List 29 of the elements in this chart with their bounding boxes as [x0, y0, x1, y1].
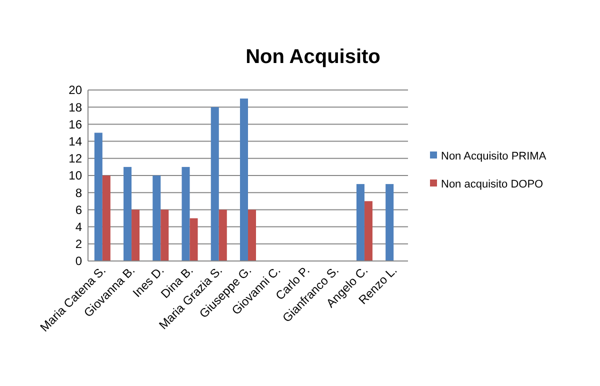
bar [356, 184, 364, 261]
y-tick-label: 12 [68, 152, 82, 166]
bar [386, 184, 394, 261]
bar [160, 210, 169, 261]
y-tick-label: 10 [68, 168, 82, 183]
y-tick-label: 6 [75, 202, 82, 217]
y-tick-label: 4 [75, 220, 82, 234]
bar [102, 176, 110, 261]
bar [240, 98, 248, 261]
y-tick-label: 14 [68, 134, 82, 148]
legend-label: Non acquisito DOPO [441, 178, 544, 190]
chart-title: Non Acquisito [246, 46, 380, 68]
bar [364, 201, 372, 261]
bar [124, 166, 132, 261]
y-tick-label: 16 [68, 117, 82, 132]
y-tick-label: 8 [75, 186, 82, 200]
bar [152, 176, 161, 261]
bar [94, 132, 102, 261]
y-tick-label: 2 [75, 237, 82, 252]
legend-label: Non Acquisito PRIMA [441, 150, 547, 162]
bar [182, 166, 190, 261]
bar [210, 107, 219, 261]
bar [190, 218, 198, 261]
bar [218, 210, 227, 261]
y-tick-label: 20 [68, 83, 82, 98]
bar [132, 210, 140, 261]
y-tick-label: 0 [75, 254, 82, 268]
y-tick-label: 18 [68, 100, 82, 114]
bar [248, 210, 256, 261]
